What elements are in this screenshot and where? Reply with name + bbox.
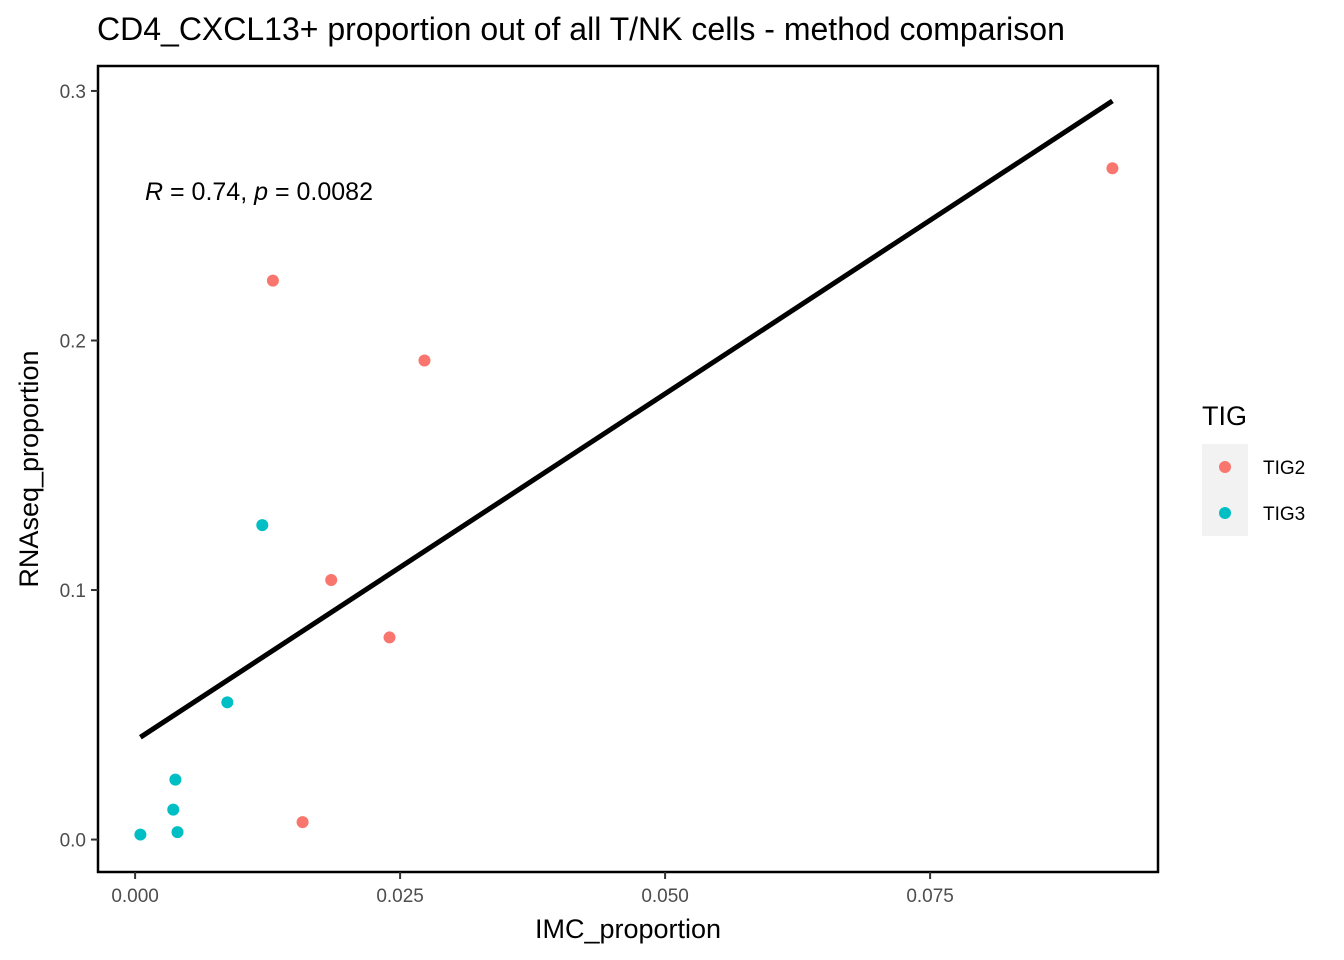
y-tick-label: 0.1: [60, 581, 86, 602]
legend-key-background: [1202, 444, 1248, 536]
data-point-tig3: [256, 519, 269, 532]
legend: TIG TIG2 TIG3: [1202, 401, 1305, 536]
data-points: [134, 162, 1119, 841]
data-point-tig3: [167, 803, 180, 816]
data-point-tig2: [383, 631, 396, 644]
r-value: = 0.74,: [163, 178, 254, 206]
r-symbol: R: [145, 178, 163, 206]
data-point-tig3: [169, 773, 182, 786]
p-value: = 0.0082: [268, 178, 373, 206]
y-tick-label: 0.2: [60, 331, 86, 352]
x-tick-label: 0.050: [641, 886, 689, 907]
data-point-tig2: [266, 274, 279, 287]
x-tick-label: 0.000: [111, 886, 159, 907]
data-point-tig2: [325, 574, 338, 587]
y-tick-label: 0.3: [60, 82, 86, 103]
plot-panel: [96, 64, 1160, 874]
regression-line: [139, 98, 1114, 740]
legend-label-tig2: TIG2: [1263, 458, 1305, 479]
y-axis: 0.0 0.1 0.2 0.3: [60, 82, 98, 852]
data-point-tig2: [296, 816, 309, 829]
x-tick-label: 0.075: [906, 886, 954, 907]
data-point-tig2: [1106, 162, 1119, 175]
chart-title: CD4_CXCL13+ proportion out of all T/NK c…: [97, 11, 1065, 47]
data-point-tig3: [171, 826, 184, 839]
x-tick-label: 0.025: [376, 886, 424, 907]
data-point-tig2: [418, 354, 431, 367]
x-axis-title: IMC_proportion: [535, 914, 721, 944]
x-axis: 0.000 0.025 0.050 0.075: [111, 872, 954, 907]
legend-title: TIG: [1202, 401, 1247, 431]
correlation-annotation: R = 0.74, p = 0.0082: [145, 178, 373, 206]
data-point-tig3: [134, 828, 147, 841]
legend-label-tig3: TIG3: [1263, 504, 1305, 525]
p-symbol: p: [253, 178, 268, 206]
legend-key-tig2: [1219, 461, 1231, 473]
data-point-tig3: [221, 696, 234, 709]
legend-key-tig3: [1219, 507, 1231, 519]
y-tick-label: 0.0: [60, 831, 86, 852]
y-axis-title: RNAseq_proportion: [14, 350, 44, 587]
